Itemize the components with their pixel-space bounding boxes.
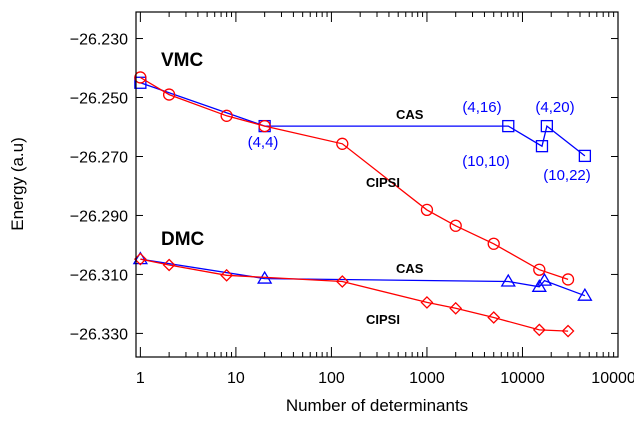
data-point-vmc-cipsi <box>449 219 462 232</box>
data-point-dmc-cipsi <box>487 311 501 324</box>
data-point-dmc-cipsi <box>449 301 463 315</box>
x-tick-label: 10 <box>227 370 245 387</box>
x-tick-label: 100 <box>318 370 345 387</box>
group-label-vmc: VMC <box>161 50 204 71</box>
data-point-vmc-cas <box>540 119 554 133</box>
data-point-dmc-cas <box>536 272 553 286</box>
data-point-vmc-cipsi <box>220 109 233 122</box>
data-point-vmc-cas <box>134 76 147 89</box>
point-label-10-10: (10,10) <box>462 153 510 170</box>
data-point-vmc-cipsi <box>134 71 147 84</box>
data-point-vmc-cipsi <box>336 137 349 150</box>
point-label-4-16: (4,16) <box>462 99 501 116</box>
axis-layer: −26.230 −26.250 −26.270 −26.290 −26.310 −26.3… <box>70 12 634 387</box>
data-point-dmc-cas <box>132 251 149 265</box>
data-point-vmc-cipsi <box>420 203 434 217</box>
series-label-vmc-cipsi: CIPSI <box>366 175 400 190</box>
x-tick-label: 1 <box>136 370 145 387</box>
data-point-vmc-cas <box>578 149 592 163</box>
y-tick-label: −26.310 <box>70 267 128 284</box>
data-point-vmc-cas <box>535 140 549 153</box>
data-point-dmc-cipsi <box>532 323 546 337</box>
data-point-vmc-cipsi <box>258 119 271 133</box>
series-layer <box>132 71 593 338</box>
series-label-dmc-cipsi: CIPSI <box>366 312 400 327</box>
data-point-vmc-cipsi <box>533 263 546 276</box>
series-label-vmc-cas: CAS <box>396 107 424 122</box>
data-point-dmc-cas <box>531 279 547 292</box>
data-point-vmc-cipsi <box>561 273 575 286</box>
series-label-dmc-cas: CAS <box>396 261 424 276</box>
y-tick-label: −26.230 <box>70 32 128 49</box>
x-tick-label: 100000 <box>591 370 634 387</box>
y-tick-label: −26.250 <box>70 91 128 108</box>
y-axis-title: Energy (a.u) <box>8 137 27 231</box>
series-line-dmc-cipsi <box>140 258 569 332</box>
data-point-dmc-cipsi <box>420 296 434 309</box>
x-tick-label: 10000 <box>500 370 545 387</box>
data-point-dmc-cas <box>500 273 516 287</box>
series-line-vmc-cipsi <box>140 76 569 281</box>
data-point-vmc-cipsi <box>487 237 500 250</box>
data-point-dmc-cipsi <box>162 258 176 272</box>
point-label-4-20: (4,20) <box>535 99 574 116</box>
y-tick-label: −26.330 <box>70 326 128 343</box>
series-line-dmc-cas <box>140 258 586 297</box>
x-tick-label: 1000 <box>409 370 445 387</box>
point-label-4-4: (4,4) <box>248 134 279 151</box>
point-label-10-22: (10,22) <box>543 167 591 184</box>
data-point-dmc-cipsi <box>133 252 147 266</box>
y-tick-label: −26.270 <box>70 149 128 166</box>
data-point-dmc-cipsi <box>220 268 234 282</box>
data-point-dmc-cipsi <box>335 275 349 288</box>
group-label-dmc: DMC <box>161 229 205 250</box>
y-tick-label: −26.290 <box>70 208 128 225</box>
data-point-vmc-cipsi <box>162 88 176 101</box>
x-axis-title: Number of determinants <box>286 396 468 415</box>
data-point-dmc-cas <box>577 287 593 301</box>
series-line-vmc-cas <box>140 82 586 157</box>
data-point-dmc-cipsi <box>561 324 575 338</box>
data-point-vmc-cas <box>502 119 515 133</box>
